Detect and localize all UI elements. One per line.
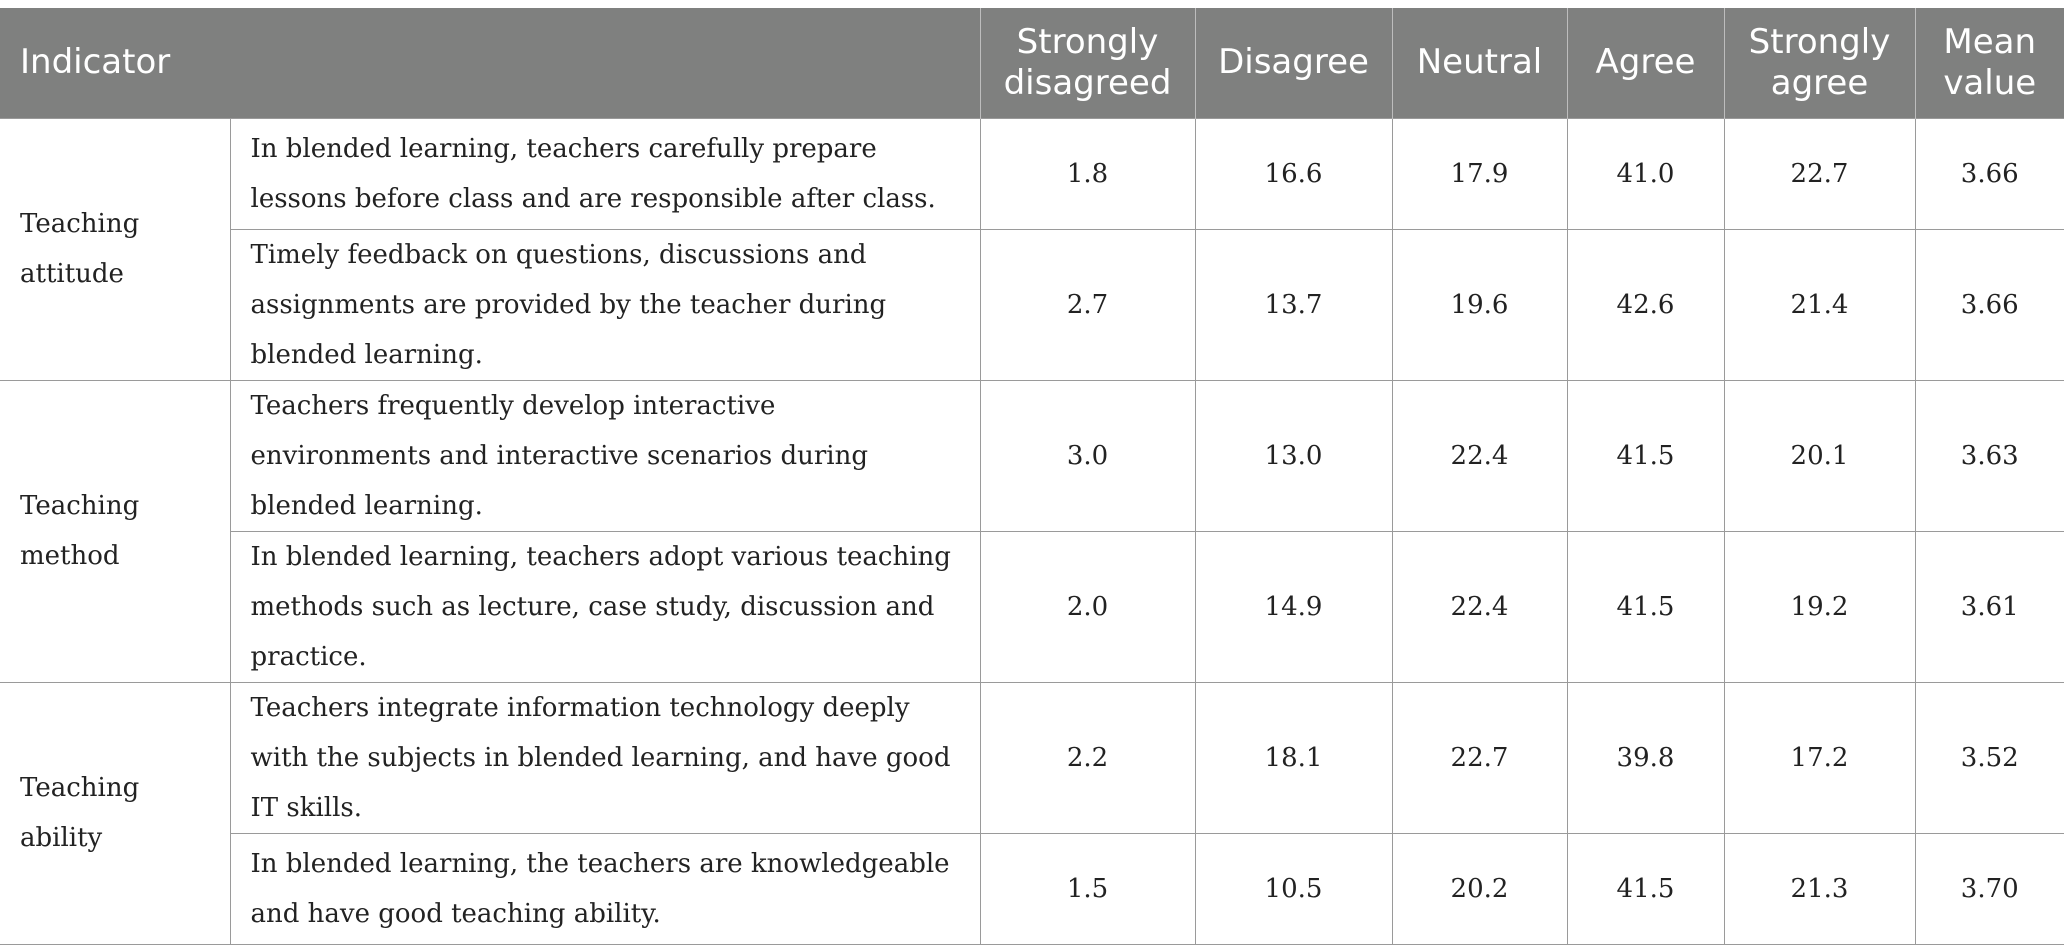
- mean-value-cell: 3.66: [1914, 228, 2064, 381]
- strongly-disagreed-cell: 2.0: [979, 530, 1196, 683]
- strongly-disagreed-cell: 1.8: [979, 117, 1196, 230]
- table-row: In blended learning, the teachers are kn…: [0, 832, 2064, 945]
- neutral-cell: 22.4: [1391, 379, 1568, 532]
- strongly-agree-cell: 22.7: [1723, 117, 1916, 230]
- strongly-agree-cell: 21.3: [1723, 832, 1916, 945]
- statement-cell: Timely feedback on questions, discussion…: [230, 228, 981, 381]
- statement-cell: In blended learning, teachers carefully …: [229, 117, 981, 230]
- strongly-agree-cell: 20.1: [1723, 379, 1916, 532]
- group-label-teaching-method: Teaching method: [0, 379, 231, 683]
- agree-cell: 41.0: [1566, 117, 1725, 230]
- statement-cell: Teachers frequently develop interactive …: [229, 379, 981, 532]
- survey-table-container: Indicator Strongly disagreed Disagree Ne…: [0, 8, 2064, 945]
- header-strongly-agree: Strongly agree: [1724, 8, 1916, 118]
- disagree-cell: 13.0: [1194, 379, 1393, 532]
- table-row: Timely feedback on questions, discussion…: [0, 228, 2064, 381]
- strongly-disagreed-cell: 1.5: [979, 832, 1196, 945]
- mean-value-cell: 3.52: [1914, 681, 2064, 834]
- disagree-cell: 10.5: [1194, 832, 1393, 945]
- header-neutral: Neutral: [1392, 8, 1568, 118]
- neutral-cell: 17.9: [1391, 117, 1568, 230]
- strongly-agree-cell: 21.4: [1723, 228, 1916, 381]
- strongly-disagreed-cell: 3.0: [979, 379, 1196, 532]
- agree-cell: 41.5: [1566, 379, 1725, 532]
- neutral-cell: 19.6: [1391, 228, 1568, 381]
- agree-cell: 42.6: [1566, 228, 1725, 381]
- table-row: Teaching attitude In blended learning, t…: [0, 117, 2064, 381]
- table-row: Teaching method Teachers frequently deve…: [0, 379, 2064, 683]
- group-label-teaching-attitude: Teaching attitude: [0, 117, 231, 381]
- mean-value-cell: 3.61: [1914, 530, 2064, 683]
- table-row: Teaching ability Teachers integrate info…: [0, 681, 2064, 945]
- agree-cell: 39.8: [1566, 681, 1725, 834]
- table-row: In blended learning, teachers adopt vari…: [0, 530, 2064, 683]
- neutral-cell: 20.2: [1391, 832, 1568, 945]
- disagree-cell: 16.6: [1194, 117, 1393, 230]
- neutral-cell: 22.7: [1391, 681, 1568, 834]
- header-row: Indicator Strongly disagreed Disagree Ne…: [0, 8, 2064, 118]
- header-indicator: Indicator: [0, 8, 981, 118]
- header-disagree: Disagree: [1195, 8, 1393, 118]
- statement-cell: Teachers integrate information technolog…: [229, 681, 981, 834]
- strongly-agree-cell: 19.2: [1723, 530, 1916, 683]
- strongly-disagreed-cell: 2.2: [979, 681, 1196, 834]
- statement-cell: In blended learning, the teachers are kn…: [230, 832, 981, 945]
- disagree-cell: 13.7: [1194, 228, 1393, 381]
- neutral-cell: 22.4: [1391, 530, 1568, 683]
- header-agree: Agree: [1567, 8, 1725, 118]
- statement-cell: In blended learning, teachers adopt vari…: [230, 530, 981, 683]
- mean-value-cell: 3.66: [1914, 117, 2064, 230]
- agree-cell: 41.5: [1566, 530, 1725, 683]
- disagree-cell: 18.1: [1194, 681, 1393, 834]
- mean-value-cell: 3.63: [1914, 379, 2064, 532]
- strongly-disagreed-cell: 2.7: [979, 228, 1196, 381]
- group-label-teaching-ability: Teaching ability: [0, 681, 231, 945]
- mean-value-cell: 3.70: [1914, 832, 2064, 945]
- strongly-agree-cell: 17.2: [1723, 681, 1916, 834]
- disagree-cell: 14.9: [1194, 530, 1393, 683]
- header-strongly-disagreed: Strongly disagreed: [980, 8, 1196, 118]
- header-mean-value: Mean value: [1915, 8, 2064, 118]
- survey-results-table: Indicator Strongly disagreed Disagree Ne…: [0, 8, 2064, 945]
- agree-cell: 41.5: [1566, 832, 1725, 945]
